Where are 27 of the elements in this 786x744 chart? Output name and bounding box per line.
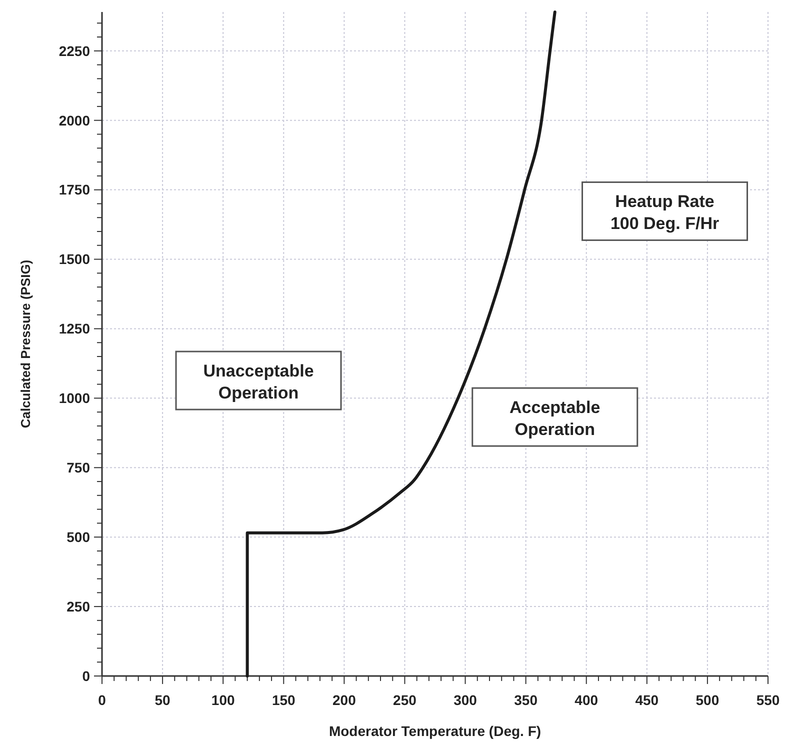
x-tick-label: 450 (635, 692, 659, 708)
y-tick-label: 1000 (58, 390, 90, 406)
x-tick-label: 550 (756, 692, 780, 708)
annotation: Acceptable Operation (510, 398, 600, 439)
x-tick-label: 50 (154, 692, 171, 708)
x-tick-label: 0 (98, 692, 106, 708)
y-tick-label: 250 (66, 598, 90, 614)
y-tick-label: 0 (82, 668, 90, 684)
x-tick-label: 100 (211, 692, 235, 708)
y-tick-label: 2250 (58, 42, 90, 59)
x-tick-label: 350 (514, 692, 538, 708)
y-tick-label: 1500 (58, 251, 90, 268)
annotation: Unacceptable Operation (203, 361, 314, 402)
x-tick-label: 400 (574, 692, 598, 708)
y-tick-label: 750 (66, 460, 90, 476)
y-tick-label: 500 (66, 528, 90, 545)
x-tick-label: 300 (454, 692, 478, 708)
y-axis-title: Calculated Pressure (PSIG) (18, 260, 33, 428)
y-tick-label: 1250 (58, 320, 90, 337)
annotation: Heatup Rate 100 Deg. F/Hr (610, 192, 720, 234)
y-tick-label: 1750 (58, 182, 90, 198)
x-tick-label: 200 (332, 692, 356, 708)
x-tick-label: 150 (272, 692, 296, 708)
y-tick-label: 2000 (58, 112, 90, 128)
x-tick-label: 250 (393, 692, 417, 708)
x-axis-title: Moderator Temperature (Deg. F) (328, 723, 542, 739)
x-tick-label: 500 (696, 692, 720, 708)
